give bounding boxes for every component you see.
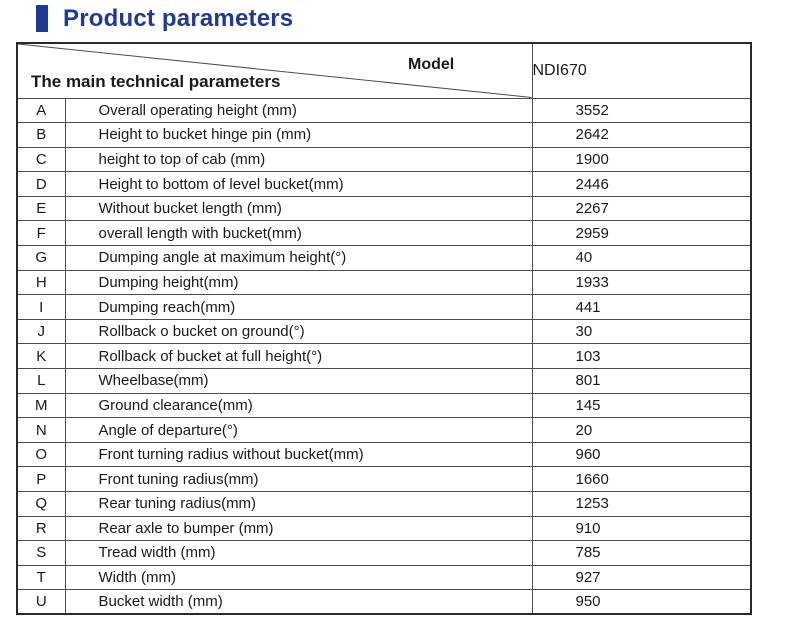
row-value-cell: 927 xyxy=(531,564,752,591)
table-row: H Dumping height(mm) 1933 xyxy=(16,269,752,296)
row-value-cell: 2959 xyxy=(531,220,752,247)
row-parameter-cell: Rear tuning radius(mm) xyxy=(64,491,533,517)
row-parameter-cell: Bucket width (mm) xyxy=(64,589,533,615)
row-letter-cell: I xyxy=(16,294,66,320)
row-parameter-cell: Rear axle to bumper (mm) xyxy=(64,515,533,542)
row-letter-cell: G xyxy=(16,245,66,271)
row-value-cell: 785 xyxy=(531,540,752,566)
row-parameter-cell: Dumping reach(mm) xyxy=(64,294,533,320)
table-header-row: Model The main technical parameters NDI6… xyxy=(16,42,752,99)
row-value-cell: 20 xyxy=(531,417,752,443)
table-row: T Width (mm) 927 xyxy=(16,564,752,591)
row-letter-cell: M xyxy=(16,392,66,419)
page-title: Product parameters xyxy=(63,5,294,32)
row-parameter-cell: Rollback o bucket on ground(°) xyxy=(64,318,533,345)
row-value-cell: 1660 xyxy=(531,466,752,492)
table-row: D Height to bottom of level bucket(mm) 244… xyxy=(16,171,752,197)
header-model-value: NDI670 xyxy=(531,42,752,99)
row-parameter-cell: Front tuning radius(mm) xyxy=(64,466,533,492)
header-diagonal-cell: Model The main technical parameters xyxy=(16,42,533,99)
table-row: I Dumping reach(mm) 441 xyxy=(16,294,752,320)
row-letter-cell: T xyxy=(16,564,66,591)
row-letter-cell: C xyxy=(16,146,66,173)
row-value-cell: 950 xyxy=(531,589,752,615)
title-accent-bar-icon xyxy=(36,5,48,32)
table-row: E Without bucket length (mm) 2267 xyxy=(16,195,752,222)
row-value-cell: 40 xyxy=(531,245,752,271)
row-parameter-cell: Dumping angle at maximum height(°) xyxy=(64,245,533,271)
row-letter-cell: Q xyxy=(16,491,66,517)
parameters-table: Model The main technical parameters NDI6… xyxy=(16,42,752,616)
table-row: M Ground clearance(mm) 145 xyxy=(16,392,752,419)
row-letter-cell: U xyxy=(16,589,66,615)
row-parameter-cell: Width (mm) xyxy=(64,564,533,591)
table-body: A Overall operating height (mm) 3552 B Heigh… xyxy=(16,97,752,615)
header-model-label: Model xyxy=(408,56,455,73)
row-letter-cell: J xyxy=(16,318,66,345)
row-letter-cell: O xyxy=(16,441,66,468)
table-row: B Height to bucket hinge pin (mm) 2642 xyxy=(16,122,752,148)
row-letter-cell: D xyxy=(16,171,66,197)
row-value-cell: 1253 xyxy=(531,491,752,517)
row-letter-cell: A xyxy=(16,97,66,124)
row-letter-cell: K xyxy=(16,343,66,370)
row-value-cell: 960 xyxy=(531,441,752,468)
row-parameter-cell: overall length with bucket(mm) xyxy=(64,220,533,247)
row-parameter-cell: Wheelbase(mm) xyxy=(64,368,533,394)
row-parameter-cell: Tread width (mm) xyxy=(64,540,533,566)
table-row: U Bucket width (mm) 950 xyxy=(16,589,752,615)
page-title-section: Product parameters xyxy=(36,5,293,32)
row-value-cell: 1900 xyxy=(531,146,752,173)
table-row: R Rear axle to bumper (mm) 910 xyxy=(16,515,752,542)
row-parameter-cell: Overall operating height (mm) xyxy=(64,97,533,124)
row-parameter-cell: Rollback of bucket at full height(°) xyxy=(64,343,533,370)
row-letter-cell: R xyxy=(16,515,66,542)
row-value-cell: 30 xyxy=(531,318,752,345)
header-parameters-label: The main technical parameters xyxy=(31,71,281,91)
row-parameter-cell: Ground clearance(mm) xyxy=(64,392,533,419)
row-letter-cell: L xyxy=(16,368,66,394)
row-value-cell: 3552 xyxy=(531,97,752,124)
row-parameter-cell: height to top of cab (mm) xyxy=(64,146,533,173)
table-row: A Overall operating height (mm) 3552 xyxy=(16,97,752,124)
table-row: O Front turning radius without bucket(mm)… xyxy=(16,441,752,468)
table-row: P Front tuning radius(mm) 1660 xyxy=(16,466,752,492)
row-value-cell: 801 xyxy=(531,368,752,394)
row-letter-cell: S xyxy=(16,540,66,566)
row-letter-cell: F xyxy=(16,220,66,247)
row-value-cell: 145 xyxy=(531,392,752,419)
row-parameter-cell: Height to bucket hinge pin (mm) xyxy=(64,122,533,148)
row-parameter-cell: Dumping height(mm) xyxy=(64,269,533,296)
table-row: J Rollback o bucket on ground(°) 30 xyxy=(16,318,752,345)
row-letter-cell: H xyxy=(16,269,66,296)
row-value-cell: 2267 xyxy=(531,195,752,222)
diagonal-divider-line xyxy=(18,44,531,97)
row-parameter-cell: Front turning radius without bucket(mm) xyxy=(64,441,533,468)
row-parameter-cell: Angle of departure(°) xyxy=(64,417,533,443)
row-value-cell: 441 xyxy=(531,294,752,320)
table-row: Q Rear tuning radius(mm) 1253 xyxy=(16,491,752,517)
row-value-cell: 2642 xyxy=(531,122,752,148)
table-row: K Rollback of bucket at full height(°) 103 xyxy=(16,343,752,370)
row-parameter-cell: Height to bottom of level bucket(mm) xyxy=(64,171,533,197)
row-letter-cell: P xyxy=(16,466,66,492)
table-row: L Wheelbase(mm) 801 xyxy=(16,368,752,394)
row-letter-cell: B xyxy=(16,122,66,148)
row-letter-cell: N xyxy=(16,417,66,443)
table-row: G Dumping angle at maximum height(°) 40 xyxy=(16,245,752,271)
table-row: S Tread width (mm) 785 xyxy=(16,540,752,566)
row-letter-cell: E xyxy=(16,195,66,222)
row-value-cell: 910 xyxy=(531,515,752,542)
table-row: N Angle of departure(°) 20 xyxy=(16,417,752,443)
row-value-cell: 1933 xyxy=(531,269,752,296)
row-value-cell: 2446 xyxy=(531,171,752,197)
row-value-cell: 103 xyxy=(531,343,752,370)
row-parameter-cell: Without bucket length (mm) xyxy=(64,195,533,222)
